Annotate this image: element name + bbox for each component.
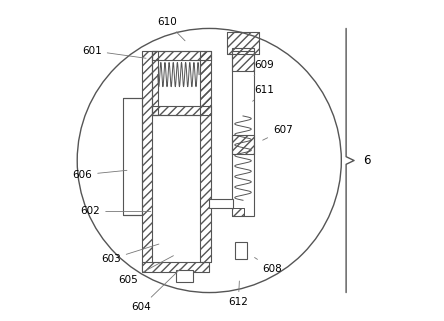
Bar bbox=[232, 208, 244, 216]
Bar bbox=[152, 51, 158, 115]
Bar bbox=[152, 106, 211, 115]
Bar bbox=[152, 51, 158, 115]
Bar bbox=[200, 51, 211, 115]
Text: 604: 604 bbox=[131, 269, 180, 312]
Bar bbox=[232, 48, 254, 216]
Bar bbox=[152, 106, 211, 115]
Bar bbox=[232, 51, 254, 71]
Bar bbox=[227, 32, 258, 54]
Text: 605: 605 bbox=[119, 256, 174, 285]
Bar bbox=[143, 262, 209, 272]
Circle shape bbox=[77, 29, 341, 292]
Text: 6: 6 bbox=[364, 154, 371, 167]
Bar bbox=[176, 270, 193, 282]
Text: 608: 608 bbox=[254, 257, 281, 274]
Bar bbox=[200, 51, 211, 262]
Bar bbox=[232, 51, 254, 71]
Bar bbox=[235, 242, 247, 259]
Bar bbox=[209, 199, 233, 208]
Text: 602: 602 bbox=[80, 206, 151, 216]
Bar bbox=[232, 135, 254, 154]
Bar bbox=[143, 262, 209, 272]
Bar bbox=[152, 51, 211, 60]
Bar bbox=[227, 32, 258, 54]
Bar bbox=[143, 51, 152, 270]
Text: 611: 611 bbox=[253, 85, 274, 101]
Text: 607: 607 bbox=[263, 125, 293, 140]
Bar bbox=[152, 51, 211, 60]
Text: 601: 601 bbox=[82, 46, 146, 58]
Text: 603: 603 bbox=[101, 244, 159, 264]
Text: 610: 610 bbox=[157, 17, 185, 41]
Text: 609: 609 bbox=[254, 60, 274, 76]
Bar bbox=[200, 51, 211, 262]
Bar bbox=[143, 51, 152, 270]
Bar bbox=[232, 135, 254, 154]
Text: 612: 612 bbox=[228, 281, 248, 307]
Bar bbox=[232, 208, 244, 216]
Bar bbox=[123, 99, 143, 215]
Text: 606: 606 bbox=[72, 170, 127, 180]
